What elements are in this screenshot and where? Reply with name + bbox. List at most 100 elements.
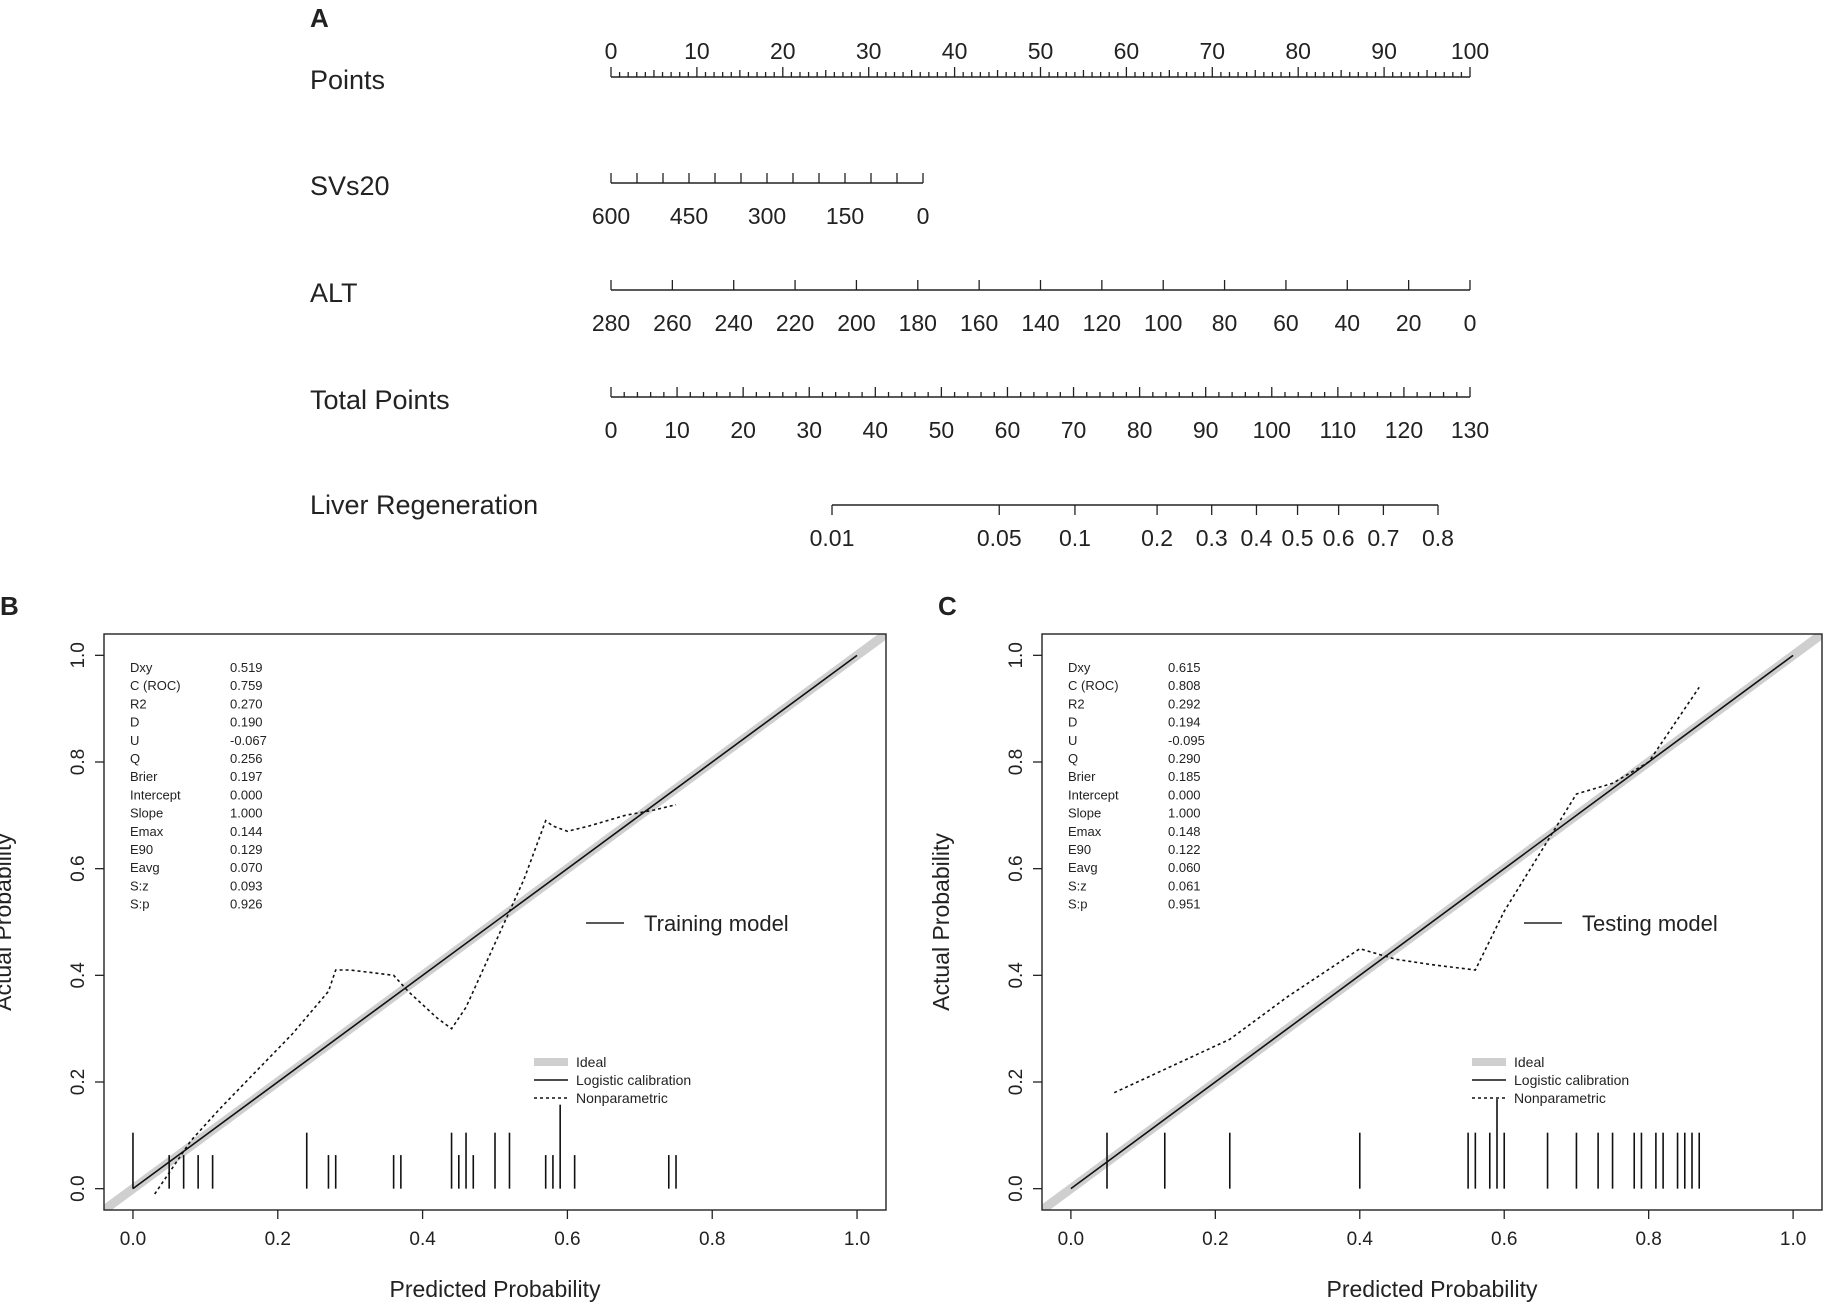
panel-b-stat-value: 0.197 <box>230 769 263 784</box>
panel-c-stat-value: 0.290 <box>1168 751 1201 766</box>
nomogram-row-label-svs20: SVs20 <box>310 171 390 201</box>
panel-c-stat-name: S:z <box>1068 878 1087 893</box>
total-points-tick-label: 0 <box>605 417 618 443</box>
total-points-tick-label: 100 <box>1253 417 1291 443</box>
panel-b-stat-value: 0.000 <box>230 787 263 802</box>
alt-tick-label: 280 <box>592 310 630 336</box>
alt-tick-label: 160 <box>960 310 998 336</box>
points-tick-label: 60 <box>1114 38 1140 64</box>
panel-c-y-tick-label: 0.6 <box>1006 855 1027 881</box>
panel-c-stat-name: R2 <box>1068 696 1085 711</box>
liver-regeneration-tick-label: 0.05 <box>977 525 1022 551</box>
panel-b-stat-value: 0.759 <box>230 678 263 693</box>
points-tick-label: 80 <box>1285 38 1311 64</box>
panel-c-stat-value: -0.095 <box>1168 733 1205 748</box>
panel-c-stat-name: U <box>1068 733 1077 748</box>
alt-tick-label: 260 <box>653 310 691 336</box>
panel-b-stat-value: 0.926 <box>230 897 263 912</box>
panel-c-stat-value: 0.951 <box>1168 897 1201 912</box>
panel-b-stat-value: 1.000 <box>230 806 263 821</box>
svs20-tick-label: 600 <box>592 203 630 229</box>
panel-b-stat-name: Slope <box>130 806 163 821</box>
panel-b-x-tick-label: 0.4 <box>409 1229 436 1250</box>
panel-c-stat-value: 0.060 <box>1168 860 1201 875</box>
total-points-tick-label: 60 <box>995 417 1021 443</box>
panel-c-x-tick-label: 0.6 <box>1491 1229 1517 1250</box>
liver-regeneration-tick-label: 0.4 <box>1240 525 1272 551</box>
alt-tick-label: 180 <box>899 310 937 336</box>
panel-b-stat-name: Intercept <box>130 787 181 802</box>
panel-c-x-tick-label: 0.2 <box>1202 1229 1228 1250</box>
panel-c-y-axis-title: Actual Probability <box>928 833 954 1011</box>
nomogram-row-label-liver-regeneration: Liver Regeneration <box>310 490 538 520</box>
panel-c-stat-name: Q <box>1068 751 1078 766</box>
panel-c-y-tick-label: 0.2 <box>1006 1069 1027 1095</box>
panel-b-y-tick-label: 0.8 <box>68 749 89 775</box>
panel-b-stat-name: Q <box>130 751 140 766</box>
alt-tick-label: 40 <box>1334 310 1360 336</box>
panel-c-x-axis-title: Predicted Probability <box>1327 1276 1538 1302</box>
panel-c-y-tick-label: 0.0 <box>1006 1175 1027 1201</box>
liver-regeneration-tick-label: 0.1 <box>1059 525 1091 551</box>
alt-tick-label: 80 <box>1212 310 1238 336</box>
panel-c-panel-label: C <box>938 591 957 621</box>
panel-b-stat-name: Brier <box>130 769 158 784</box>
nomogram-row-label-points: Points <box>310 65 385 95</box>
panel-b-y-tick-label: 1.0 <box>68 642 89 668</box>
svs20-tick-label: 0 <box>917 203 930 229</box>
panel-b-y-tick-label: 0.0 <box>68 1175 89 1201</box>
panel-c-stat-name: Eavg <box>1068 860 1098 875</box>
panel-c-stat-value: 1.000 <box>1168 806 1201 821</box>
panel-b-stat-value: 0.270 <box>230 696 263 711</box>
nomogram-row-label-total-points: Total Points <box>310 385 450 415</box>
alt-tick-label: 140 <box>1021 310 1059 336</box>
panel-b-nonparametric-line <box>154 803 677 1195</box>
panel-b-y-tick-label: 0.4 <box>68 962 89 989</box>
panel-b-x-tick-label: 0.6 <box>554 1229 580 1250</box>
liver-regeneration-tick-label: 0.6 <box>1323 525 1355 551</box>
liver-regeneration-tick-label: 0.2 <box>1141 525 1173 551</box>
points-tick-label: 0 <box>605 38 618 64</box>
panel-c-y-tick-label: 0.8 <box>1006 749 1027 775</box>
total-points-tick-label: 130 <box>1451 417 1489 443</box>
panel-b-stat-name: Dxy <box>130 660 153 675</box>
panel-b-stat-value: 0.070 <box>230 860 263 875</box>
panel-c-stat-name: Intercept <box>1068 787 1119 802</box>
panel-b-panel-label: B <box>0 591 19 621</box>
panel-c-nonparametric-line <box>1113 686 1700 1094</box>
panel-c-y-tick-label: 1.0 <box>1006 642 1027 668</box>
total-points-tick-label: 120 <box>1385 417 1423 443</box>
panel-b-logistic-calibration-line <box>132 654 858 1190</box>
nomogram-row-label-alt: ALT <box>310 278 358 308</box>
panel-c-x-tick-label: 0.4 <box>1347 1229 1374 1250</box>
panel-c-stat-name: S:p <box>1068 897 1088 912</box>
total-points-tick-label: 90 <box>1193 417 1219 443</box>
panel-c-stat-value: 0.061 <box>1168 878 1201 893</box>
points-tick-label: 40 <box>942 38 968 64</box>
panel-b-legend-entry: Nonparametric <box>576 1090 668 1106</box>
panel-c-stat-value: 0.122 <box>1168 842 1201 857</box>
panel-c-stat-value: 0.194 <box>1168 715 1201 730</box>
liver-regeneration-tick-label: 0.7 <box>1367 525 1399 551</box>
panel-b-legend-entry: Logistic calibration <box>576 1072 691 1088</box>
panel-b-stat-name: R2 <box>130 696 147 711</box>
points-tick-label: 100 <box>1451 38 1489 64</box>
alt-tick-label: 220 <box>776 310 814 336</box>
liver-regeneration-tick-label: 0.01 <box>810 525 855 551</box>
total-points-tick-label: 40 <box>863 417 889 443</box>
total-points-tick-label: 20 <box>730 417 756 443</box>
panel-c-stat-value: 0.615 <box>1168 660 1201 675</box>
total-points-tick-label: 50 <box>929 417 955 443</box>
panel-b-x-tick-label: 0.8 <box>699 1229 725 1250</box>
panel-b-model-label: Training model <box>644 911 789 936</box>
panel-b-stat-name: S:z <box>130 878 149 893</box>
total-points-tick-label: 30 <box>796 417 822 443</box>
panel-b-stat-value: 0.256 <box>230 751 263 766</box>
panel-b-stat-name: S:p <box>130 897 150 912</box>
points-tick-label: 70 <box>1200 38 1226 64</box>
panel-b-stat-name: C (ROC) <box>130 678 181 693</box>
panel-b-y-tick-label: 0.6 <box>68 855 89 881</box>
panel-b-stat-name: Eavg <box>130 860 160 875</box>
panel-b-stat-name: E90 <box>130 842 153 857</box>
panel-b-stat-value: 0.129 <box>230 842 263 857</box>
